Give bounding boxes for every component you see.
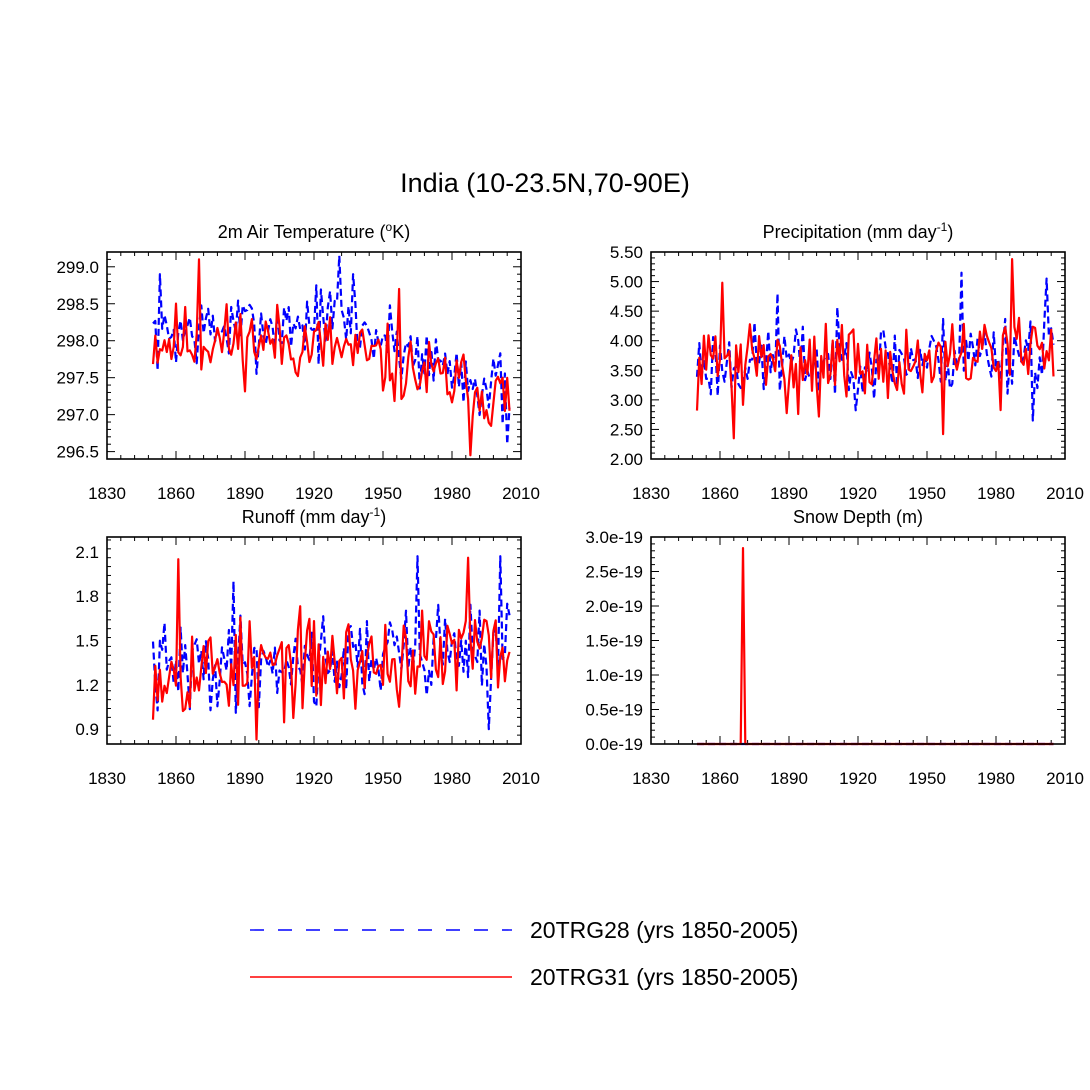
y-tick-label: 3.0e-19 <box>585 528 643 547</box>
x-tick-label: 2010 <box>1046 484 1084 503</box>
y-tick-label: 0.0e-19 <box>585 735 643 754</box>
y-tick-label: 2.5e-19 <box>585 563 643 582</box>
y-tick-label: 5.50 <box>610 243 643 262</box>
y-tick-label: 5.00 <box>610 273 643 292</box>
x-tick-label: 2010 <box>502 769 540 788</box>
y-tick-label: 1.2 <box>75 676 99 695</box>
x-tick-label: 1830 <box>88 769 126 788</box>
y-tick-label: 298.0 <box>56 332 99 351</box>
y-tick-label: 4.50 <box>610 302 643 321</box>
x-tick-label: 1950 <box>364 484 402 503</box>
y-tick-label: 299.0 <box>56 258 99 277</box>
subplot-title: Precipitation (mm day-1) <box>763 220 954 242</box>
subplot-title-superscript: o <box>386 220 393 234</box>
subplot-title: Snow Depth (m) <box>793 507 923 527</box>
subplot-title-superscript: -1 <box>370 505 381 519</box>
x-tick-label: 1920 <box>295 484 333 503</box>
y-tick-label: 297.0 <box>56 406 99 425</box>
series-line-20TRG28 <box>695 271 1055 422</box>
y-tick-label: 1.5 <box>75 632 99 651</box>
legend-label-20TRG28: 20TRG28 (yrs 1850-2005) <box>530 917 798 943</box>
legend: 20TRG28 (yrs 1850-2005) 20TRG31 (yrs 185… <box>250 917 798 990</box>
panel-runoff: Runoff (mm day-1) 0.9 1.2 1.5 1.8 2.1 1830 1860… <box>75 505 540 788</box>
x-tick-label: 1920 <box>295 769 333 788</box>
x-tick-label: 1920 <box>839 769 877 788</box>
subplot-title-tail: ) <box>380 507 386 527</box>
subplot-title-tail: K) <box>392 222 410 242</box>
subplot-title-superscript: -1 <box>937 220 948 234</box>
y-tick-label: 297.5 <box>56 369 99 388</box>
x-tick-label: 1860 <box>701 769 739 788</box>
x-tick-label: 1860 <box>157 484 195 503</box>
y-tick-label: 3.50 <box>610 361 643 380</box>
x-tick-label: 1860 <box>157 769 195 788</box>
plot-frame <box>106 251 522 460</box>
x-tick-label: 1980 <box>977 484 1015 503</box>
y-tick-label: 4.00 <box>610 332 643 351</box>
x-tick-label: 1830 <box>632 769 670 788</box>
series-line-20TRG31 <box>151 258 511 457</box>
x-tick-label: 2010 <box>502 484 540 503</box>
y-tick-label: 1.0e-19 <box>585 666 643 685</box>
panel-precipitation: Precipitation (mm day-1) 2.00 2.50 3.00 3.50… <box>610 220 1084 503</box>
subplot-title-tail: ) <box>947 222 953 242</box>
x-tick-label: 1830 <box>88 484 126 503</box>
panel-temperature: 2m Air Temperature (oK) 296.5 297.0 297.5 29… <box>56 220 539 503</box>
y-tick-label: 0.9 <box>75 720 99 739</box>
figure-title: India (10-23.5N,70-90E) <box>400 168 690 198</box>
y-tick-label: 3.00 <box>610 391 643 410</box>
y-tick-label: 2.00 <box>610 450 643 469</box>
y-tick-label: 0.5e-19 <box>585 701 643 720</box>
subplot-title: 2m Air Temperature (oK) <box>218 220 410 242</box>
x-tick-label: 1860 <box>701 484 739 503</box>
y-tick-label: 296.5 <box>56 443 99 462</box>
plot-frame <box>650 251 1066 460</box>
plot-frame <box>650 536 1066 745</box>
y-tick-label: 1.5e-19 <box>585 632 643 651</box>
x-tick-label: 1890 <box>226 769 264 788</box>
y-tick-label: 2.50 <box>610 420 643 439</box>
x-tick-label: 1950 <box>364 769 402 788</box>
x-tick-label: 1980 <box>433 769 471 788</box>
y-tick-label: 298.5 <box>56 295 99 314</box>
x-tick-label: 1890 <box>770 769 808 788</box>
x-tick-label: 2010 <box>1046 769 1084 788</box>
x-tick-label: 1950 <box>908 769 946 788</box>
panel-snow-depth: Snow Depth (m) 0.0e-19 0.5e-19 1.0e-19 1.5e-… <box>585 507 1084 788</box>
series-line-20TRG28 <box>152 254 511 446</box>
x-tick-label: 1830 <box>632 484 670 503</box>
x-tick-label: 1950 <box>908 484 946 503</box>
x-tick-label: 1890 <box>770 484 808 503</box>
y-tick-label: 2.0e-19 <box>585 597 643 616</box>
x-tick-label: 1980 <box>977 769 1015 788</box>
x-tick-label: 1920 <box>839 484 877 503</box>
series-line-20TRG31 <box>151 556 511 741</box>
legend-label-20TRG31: 20TRG31 (yrs 1850-2005) <box>530 964 798 990</box>
series-line-20TRG31 <box>695 258 1055 440</box>
y-tick-label: 1.8 <box>75 587 99 606</box>
y-tick-label: 2.1 <box>75 543 99 562</box>
plot-frame <box>106 536 522 745</box>
x-tick-label: 1980 <box>433 484 471 503</box>
x-tick-label: 1890 <box>226 484 264 503</box>
subplot-title: Runoff (mm day-1) <box>242 505 386 527</box>
